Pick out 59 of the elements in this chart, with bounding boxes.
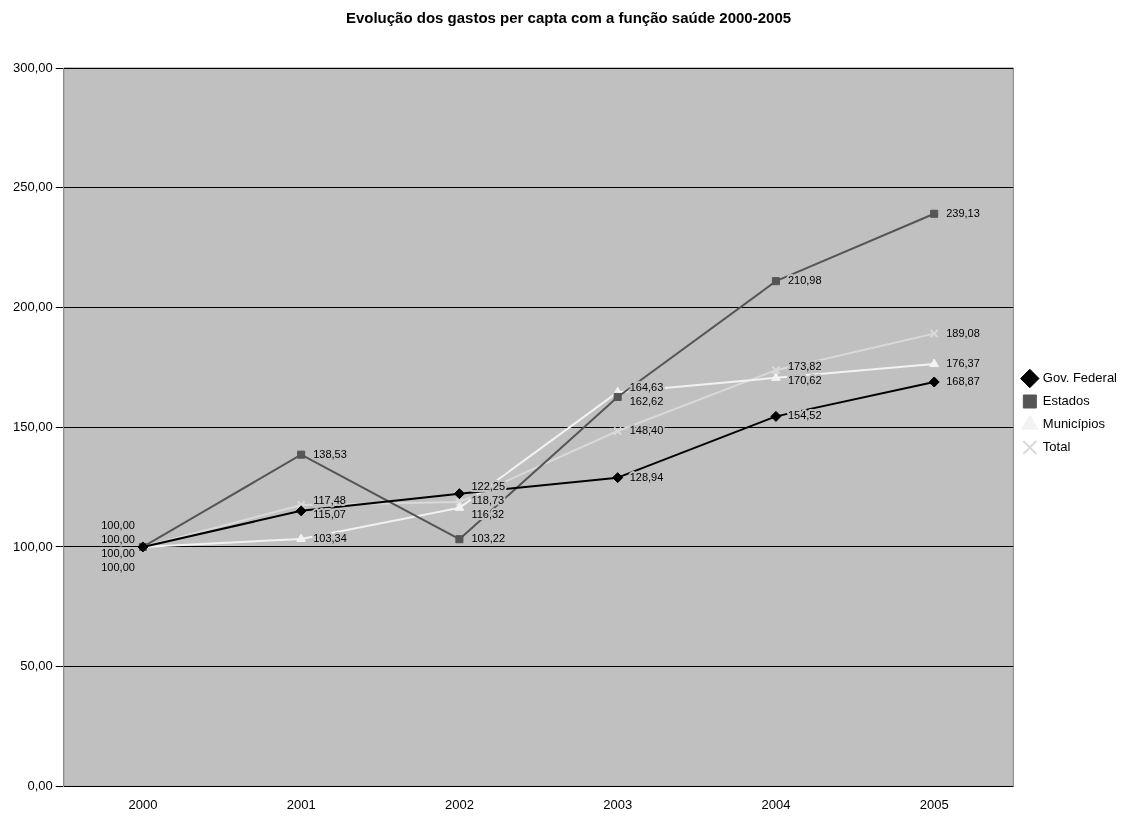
y-tick-label: 200,00 bbox=[13, 299, 53, 315]
data-label: 168,87 bbox=[946, 375, 980, 388]
legend-label: Municípios bbox=[1042, 416, 1106, 432]
data-label: 176,37 bbox=[946, 357, 980, 370]
data-label: 115,07 bbox=[313, 507, 346, 520]
point bbox=[928, 376, 940, 388]
data-label: 100,00 bbox=[101, 560, 135, 573]
point bbox=[295, 505, 307, 517]
point bbox=[453, 488, 465, 500]
data-label: 128,94 bbox=[629, 470, 664, 483]
point bbox=[930, 209, 939, 218]
data-label: 170,62 bbox=[787, 374, 822, 387]
point bbox=[296, 533, 306, 542]
data-label: 122,25 bbox=[471, 480, 506, 493]
point bbox=[771, 277, 780, 286]
data-label: 100,00 bbox=[101, 546, 135, 559]
y-tick-label: 150,00 bbox=[13, 418, 53, 434]
y-tick-label: 0,00 bbox=[27, 777, 53, 793]
data-label: 164,63 bbox=[629, 380, 664, 393]
point bbox=[455, 535, 464, 544]
data-label: 100,00 bbox=[101, 518, 135, 531]
data-label: 154,52 bbox=[787, 409, 822, 422]
x-tick-label: 2001 bbox=[286, 796, 316, 812]
y-tick-label: 250,00 bbox=[13, 179, 53, 195]
point bbox=[454, 497, 464, 507]
point bbox=[612, 472, 624, 484]
data-label: 103,34 bbox=[313, 531, 347, 544]
point bbox=[771, 365, 781, 375]
legend-label: Estados bbox=[1042, 393, 1091, 409]
x-tick-label: 2000 bbox=[128, 796, 158, 812]
legend-label: Total bbox=[1042, 439, 1071, 455]
y-tick-label: 300,00 bbox=[13, 59, 53, 75]
x-tick-label: 2005 bbox=[919, 796, 949, 812]
x-tick-label: 2004 bbox=[761, 796, 791, 812]
data-label: 210,98 bbox=[787, 274, 822, 287]
x-tick-label: 2002 bbox=[444, 796, 474, 812]
point bbox=[613, 392, 622, 402]
legend-label: Gov. Federal bbox=[1042, 370, 1118, 386]
point bbox=[770, 410, 782, 422]
data-label: 162,62 bbox=[629, 394, 664, 407]
data-label: 117,48 bbox=[313, 493, 346, 506]
data-label: 173,82 bbox=[787, 360, 822, 373]
data-label: 239,13 bbox=[946, 206, 980, 219]
x-tick-label: 2003 bbox=[603, 796, 633, 812]
point bbox=[929, 329, 939, 339]
point bbox=[929, 358, 940, 368]
data-label: 100,00 bbox=[101, 532, 135, 545]
chart-title: Evolução dos gastos per capta com a função saúde 2000-2005 bbox=[345, 9, 792, 27]
data-label: 118,73 bbox=[471, 494, 505, 507]
data-label: 189,08 bbox=[946, 326, 980, 339]
data-label: 103,22 bbox=[471, 532, 506, 545]
y-tick-label: 100,00 bbox=[13, 538, 53, 554]
point bbox=[771, 372, 781, 381]
y-tick-label: 50,00 bbox=[20, 658, 53, 674]
point bbox=[296, 500, 306, 510]
point bbox=[454, 502, 465, 511]
point bbox=[613, 426, 623, 436]
point bbox=[297, 450, 306, 459]
data-label: 138,53 bbox=[313, 447, 347, 460]
